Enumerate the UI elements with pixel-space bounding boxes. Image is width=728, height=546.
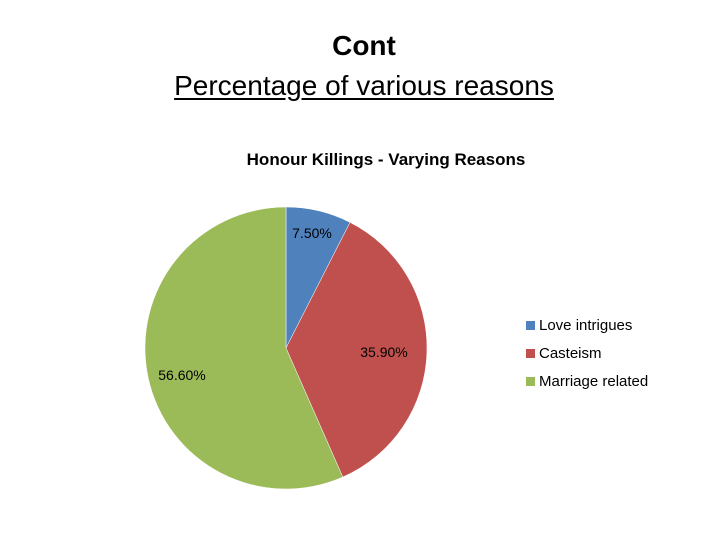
legend-item-marriage-related: Marriage related — [526, 367, 648, 395]
slide-title: Cont — [332, 30, 396, 61]
legend-label: Marriage related — [539, 372, 649, 390]
pie-slice-marriage-related — [144, 206, 344, 490]
chart-title: Honour Killings - Varying Reasons — [246, 150, 526, 169]
data-label-love-intrigues: 7.50% — [292, 225, 332, 241]
pie-slice-casteism — [285, 222, 428, 478]
legend-swatch — [526, 376, 535, 386]
legend-swatch — [526, 348, 535, 358]
legend-item-love-intrigues: Love intrigues — [526, 311, 648, 339]
legend-item-casteism: Casteism — [526, 339, 648, 367]
legend-label: Love intrigues — [539, 316, 633, 334]
legend-swatch — [526, 320, 535, 330]
data-label-casteism: 35.90% — [360, 344, 407, 360]
slide-subtitle: Percentage of various reasons — [174, 70, 554, 101]
data-label-marriage-related: 56.60% — [158, 367, 205, 383]
chart-legend: Love intrigues Casteism Marriage related — [526, 311, 648, 395]
legend-label: Casteism — [539, 344, 602, 362]
